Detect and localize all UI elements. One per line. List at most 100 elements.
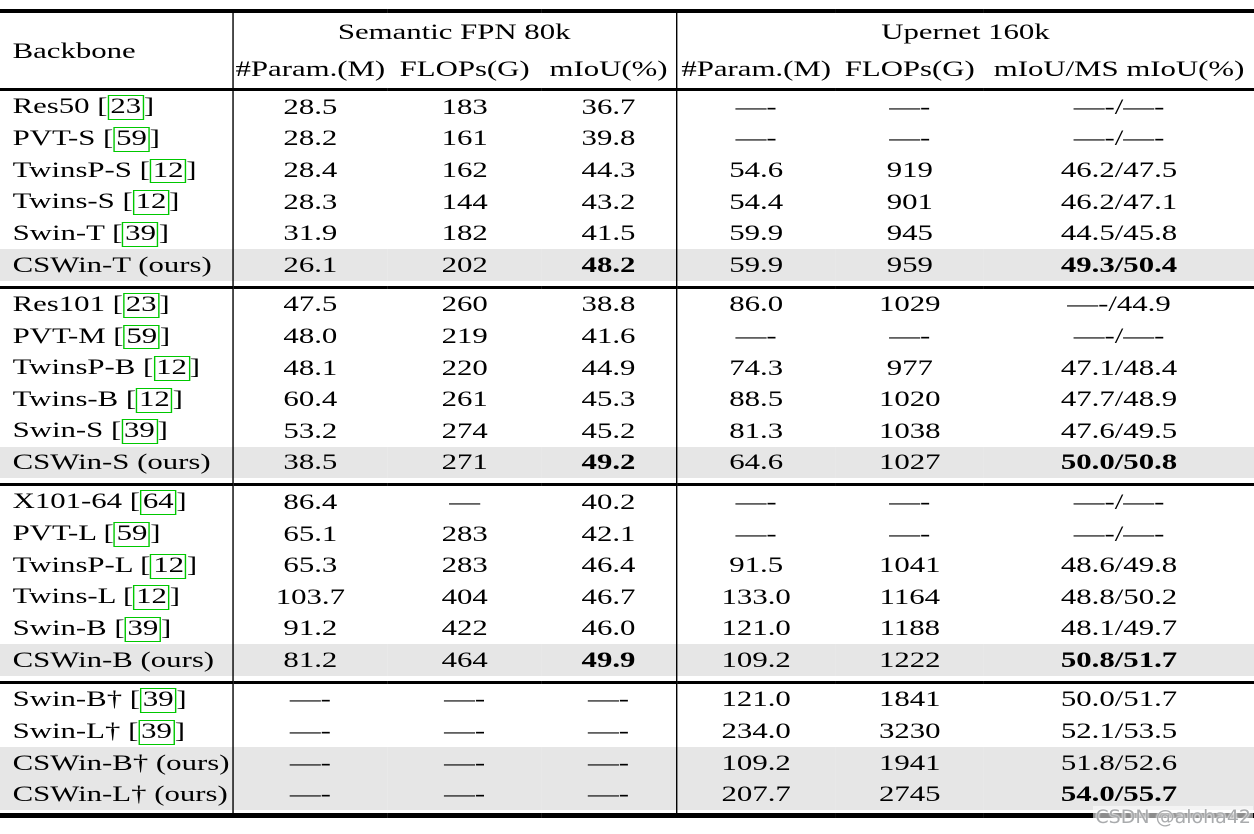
value-cell: 46.0 <box>581 615 636 641</box>
value-cell: —-/44.9 <box>1067 291 1171 317</box>
citation-link-12[interactable]: 12 <box>133 585 170 611</box>
column-header: mIoU(%) <box>549 56 668 81</box>
value-cell: 64.6 <box>675 446 836 479</box>
value-cell: 59.9 <box>675 217 836 249</box>
table-row: CSWin-T (ours) 26.1 202 48.2 59.9 959 49.3/50.… <box>0 248 1254 281</box>
value-cell: 404 <box>441 583 488 609</box>
table-row: TwinsP-B [12] 48.1 220 44.9 74.3 977 47.1/48.4 <box>0 351 1254 384</box>
citation-link-12[interactable]: 12 <box>150 553 187 579</box>
group-title-semantic-fpn: Semantic FPN 80k <box>231 11 677 50</box>
value-cell: 202 <box>441 251 488 277</box>
separator-cell <box>675 810 836 816</box>
citation-link-39[interactable]: 39 <box>140 688 177 713</box>
value-cell: 109.2 <box>675 644 836 676</box>
value-cell: —- <box>889 93 931 119</box>
value-cell: 46.7 <box>581 583 636 609</box>
citation-link-12[interactable]: 12 <box>136 387 173 413</box>
value-cell: 161 <box>441 125 488 151</box>
value-cell: 47.1/48.4 <box>1060 354 1178 380</box>
value-cell: —-/—- <box>1073 488 1165 514</box>
value-cell: —- <box>444 686 486 712</box>
value-cell: 48.8/50.2 <box>1060 583 1178 609</box>
backbone-cell: Swin-T [39] <box>12 219 170 247</box>
value-cell: 144 <box>441 188 488 214</box>
citation-link-39[interactable]: 39 <box>124 616 162 642</box>
citation-link-64[interactable]: 64 <box>140 490 177 516</box>
value-cell: —- <box>675 484 836 518</box>
citation-link-59[interactable]: 59 <box>113 522 151 547</box>
value-cell: 47.7/48.9 <box>1060 386 1178 412</box>
backbone-cell: Swin-B† [39] <box>12 686 187 713</box>
citation-link-23[interactable]: 23 <box>107 95 144 121</box>
value-cell: 43.2 <box>581 188 636 214</box>
value-cell: 49.2 <box>581 449 636 475</box>
header-row-columns: #Param.(M) FLOPs(G) mIoU(%) #Param.(M) FLOPs… <box>0 50 1254 90</box>
backbone-cell: Swin-S [39] <box>12 417 168 445</box>
value-cell: —- <box>587 718 630 744</box>
separator-cell <box>836 810 984 816</box>
separator-cell <box>387 280 542 289</box>
watermark: CSDN @aloha42 <box>1093 806 1253 828</box>
backbone-cell: X101-64 [64] <box>12 488 187 516</box>
value-cell: —- <box>231 778 388 811</box>
value-cell: —- <box>675 517 836 550</box>
table-body: Res50 [23] 28.5 183 36.7 —- —- —-/—- PVT-S [59]… <box>0 89 1254 816</box>
citation-link-12[interactable]: 12 <box>153 356 190 381</box>
value-cell: —- <box>444 749 486 775</box>
value-cell: 28.4 <box>231 154 388 186</box>
header-row-group-titles: Backbone Semantic FPN 80k Upernet 160k <box>0 11 1254 63</box>
value-cell: 46.2/47.1 <box>1060 188 1178 214</box>
value-cell: 103.7 <box>231 580 388 613</box>
value-cell: 50.0/51.7 <box>1060 686 1178 712</box>
value-cell: 36.7 <box>581 93 636 119</box>
backbone-cell: Twins-L [12] <box>12 583 180 611</box>
value-cell: 422 <box>441 615 488 641</box>
value-cell: 219 <box>441 322 488 348</box>
separator-cell <box>983 280 1254 289</box>
table-row: Res101 [23] 47.5 260 38.8 86.0 1029 —-/44.9 <box>0 287 1254 321</box>
backbone-cell: PVT-M [59] <box>12 322 171 350</box>
value-cell: 3230 <box>878 718 941 744</box>
value-cell: —- <box>587 686 630 712</box>
citation-link-23[interactable]: 23 <box>122 292 160 318</box>
group-separator <box>0 478 1254 487</box>
value-cell: 919 <box>886 156 933 182</box>
value-cell: 42.1 <box>581 520 636 546</box>
value-cell: 52.1/53.5 <box>1060 718 1178 744</box>
value-cell: 109.2 <box>675 746 836 779</box>
citation-link-39[interactable]: 39 <box>138 719 175 745</box>
separator-cell <box>541 675 677 684</box>
citation-link-12[interactable]: 12 <box>149 158 187 184</box>
value-cell: 1222 <box>878 646 941 672</box>
separator-cell <box>231 280 388 289</box>
separator-cell <box>231 478 388 487</box>
value-cell: 261 <box>441 386 488 412</box>
value-cell: 46.4 <box>581 552 636 578</box>
citation-link-59[interactable]: 59 <box>123 324 160 350</box>
table-row: PVT-S [59] 28.2 161 39.8 —- —- —-/—- <box>0 122 1254 155</box>
separator-cell <box>387 675 542 684</box>
separator-cell <box>835 280 984 289</box>
value-cell: 1029 <box>878 291 941 317</box>
value-cell: 48.1 <box>231 351 388 384</box>
value-cell: 44.5/45.8 <box>1060 220 1178 246</box>
citation-link-39[interactable]: 39 <box>121 419 158 445</box>
citation-link-59[interactable]: 59 <box>113 126 150 152</box>
value-cell: 86.4 <box>231 484 388 518</box>
citation-link-39[interactable]: 39 <box>122 221 159 247</box>
value-cell: 274 <box>441 417 488 443</box>
separator-cell <box>542 810 676 816</box>
value-cell: 1841 <box>878 686 941 712</box>
backbone-cell: Res101 [23] <box>12 290 170 318</box>
value-cell: 60.4 <box>231 383 388 415</box>
value-cell: 54.6 <box>675 154 836 186</box>
value-cell: —- <box>231 682 388 716</box>
citation-link-12[interactable]: 12 <box>132 190 170 216</box>
column-header: #Param.(M) <box>231 50 388 90</box>
value-cell: 41.5 <box>581 220 636 246</box>
value-cell: —- <box>889 488 931 514</box>
value-cell: 28.3 <box>231 185 388 218</box>
value-cell: 48.2 <box>581 251 636 277</box>
value-cell: 91.5 <box>675 549 836 581</box>
value-cell: 220 <box>441 354 488 380</box>
